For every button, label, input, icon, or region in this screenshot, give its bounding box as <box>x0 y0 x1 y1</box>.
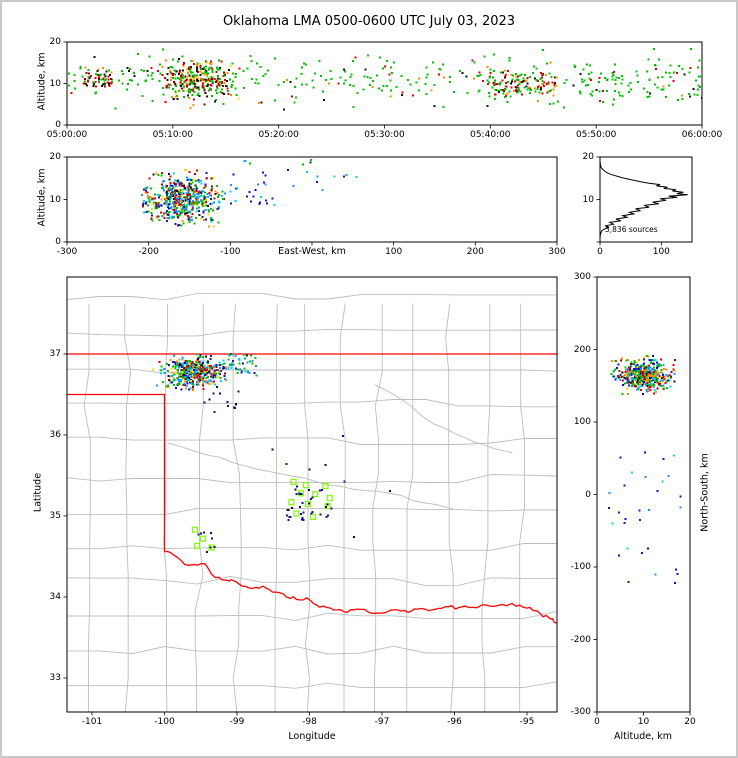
tick-label: 06:00:00 <box>681 130 723 140</box>
ew-height-xlabel: East-West, km <box>278 246 346 257</box>
tick-label: 10 <box>582 194 594 205</box>
tick-label: 100 <box>652 247 670 257</box>
tick-label: 37 <box>49 348 61 359</box>
tick-label: 200 <box>466 247 484 257</box>
flash-square-marker <box>297 490 304 497</box>
map-points <box>222 353 258 377</box>
flash-square-marker <box>312 490 319 498</box>
ew_height-points <box>218 171 276 207</box>
ns-height-ylabel: North-South, km <box>699 453 711 532</box>
tick-label: -97 <box>374 717 390 727</box>
tick-label: 05:30:00 <box>364 130 405 140</box>
tick-label: 36 <box>49 429 61 440</box>
flash-square-marker <box>191 526 199 533</box>
ns-height-xlabel: Altitude, km <box>614 731 672 742</box>
tick-label: 200 <box>573 344 591 355</box>
tick-label: 05:10:00 <box>152 130 194 140</box>
tick-label: 0 <box>585 489 591 500</box>
figure-title: Oklahoma LMA 0500-0600 UTC July 03, 2023 <box>222 14 516 29</box>
ew_height-points <box>286 169 358 191</box>
ns_height-points <box>608 451 682 585</box>
state-border-line <box>67 393 166 552</box>
tick-label: 35 <box>49 510 61 521</box>
tick-label: 10 <box>49 194 61 205</box>
tick-label: -96 <box>447 717 462 727</box>
ns_height-axes-box <box>596 276 691 713</box>
tick-label: -100 <box>220 247 241 257</box>
tick-label: 05:00:00 <box>46 130 88 140</box>
time_height-points <box>486 65 558 105</box>
tick-label: 100 <box>385 247 403 257</box>
time_height-axes-box <box>66 41 703 126</box>
time_height-points <box>150 58 241 109</box>
tick-label: 20 <box>684 717 696 727</box>
tick-label: -98 <box>302 717 317 727</box>
tick-label: 10 <box>637 717 650 727</box>
tick-label: 05:20:00 <box>258 130 299 140</box>
flash-square-marker <box>194 542 201 550</box>
flash-square-marker <box>302 482 309 489</box>
tick-label: -300 <box>570 707 591 717</box>
map-points <box>285 485 333 521</box>
flash-square-marker <box>326 495 333 502</box>
ew_height-points <box>243 159 312 166</box>
tick-label: -100 <box>154 717 175 727</box>
tick-label: -95 <box>519 717 535 727</box>
altitude-histogram-line <box>599 157 688 242</box>
tick-label: 05:50:00 <box>575 130 617 140</box>
tick-label: 300 <box>573 272 591 282</box>
map-points <box>152 353 230 392</box>
tick-label: 0 <box>55 120 61 130</box>
map-points <box>197 531 216 553</box>
flash-square-marker <box>304 500 312 507</box>
time_height-points <box>83 70 113 88</box>
map-axes-box <box>66 276 558 713</box>
tick-label: -200 <box>570 634 591 645</box>
tick-label: 05:40:00 <box>470 130 511 140</box>
tick-label: -300 <box>56 247 78 257</box>
source-count-label: 5,836 sources <box>605 225 658 234</box>
tick-label: -200 <box>138 247 159 257</box>
ew_height-points <box>141 168 226 228</box>
flash-square-marker <box>290 478 297 486</box>
tick-label: 34 <box>49 591 61 602</box>
tick-label: -99 <box>229 717 245 727</box>
tick-label: -100 <box>570 562 591 572</box>
flash-square-marker <box>293 510 300 517</box>
tick-label: 10 <box>49 78 61 89</box>
flash-square-marker <box>310 513 317 520</box>
tick-label: 20 <box>49 152 61 162</box>
tick-label: 20 <box>49 37 61 47</box>
tick-label: 0 <box>55 237 61 247</box>
map-layer <box>67 292 557 712</box>
flash-square-marker <box>288 499 295 506</box>
tick-label: 0 <box>594 717 600 727</box>
tick-label: 0 <box>597 247 603 257</box>
tick-label: 20 <box>582 152 594 162</box>
map-xlabel: Longitude <box>288 731 336 742</box>
map-points <box>203 390 240 413</box>
map-ylabel: Latitude <box>32 472 44 513</box>
ns_height-points <box>610 354 677 396</box>
state-border-line <box>164 550 557 624</box>
ew_height-axes-box <box>66 156 558 243</box>
time_height-points <box>579 58 702 106</box>
tick-label: -101 <box>81 717 103 727</box>
map-points <box>271 434 392 539</box>
time_height-points <box>67 47 701 111</box>
tick-label: 33 <box>49 672 61 683</box>
flash-square-marker <box>322 482 329 490</box>
flash-square-marker <box>199 535 207 542</box>
tick-label: 100 <box>573 417 591 427</box>
tick-label: 300 <box>548 247 566 257</box>
